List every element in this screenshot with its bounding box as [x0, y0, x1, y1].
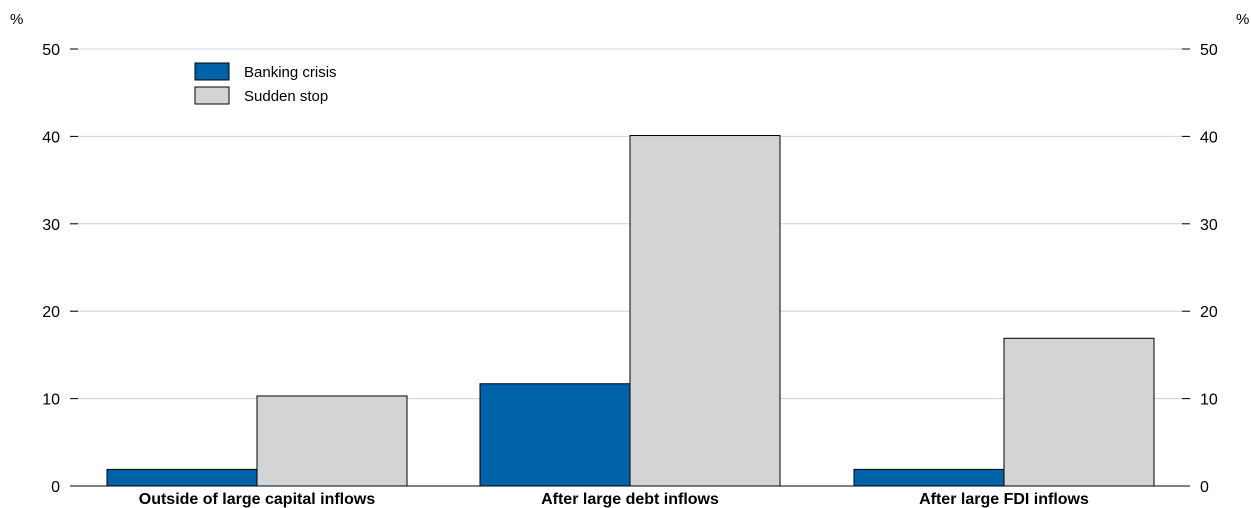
legend-swatch-sudden-stop — [194, 86, 230, 105]
bar-sudden-stop-1 — [629, 135, 781, 487]
y-axis-left: 0 10 20 30 40 50 — [42, 42, 78, 496]
y-tick-label-right: 50 — [1200, 42, 1218, 59]
unit-label-right: % — [1236, 11, 1249, 28]
y-tick-label-left: 40 — [42, 129, 60, 146]
x-category-label: After large debt inflows — [541, 491, 719, 508]
bar-banking-crisis-1 — [479, 383, 631, 487]
bars — [106, 135, 1155, 487]
legend: Banking crisis Sudden stop — [194, 62, 337, 105]
y-tick-label-right: 20 — [1200, 304, 1218, 321]
legend-label-banking-crisis: Banking crisis — [244, 64, 337, 81]
y-tick-label-left: 30 — [42, 217, 60, 234]
y-tick-label-right: 40 — [1200, 129, 1218, 146]
y-tick-label-right: 10 — [1200, 392, 1218, 409]
legend-label-sudden-stop: Sudden stop — [244, 88, 328, 105]
y-tick-label-left: 50 — [42, 42, 60, 59]
bar-banking-crisis-0 — [106, 468, 258, 487]
y-tick-label-left: 20 — [42, 304, 60, 321]
y-axis-right: 0 10 20 30 40 50 — [1182, 42, 1218, 496]
legend-swatch-banking-crisis — [194, 62, 230, 81]
bar-banking-crisis-2 — [853, 468, 1005, 487]
x-category-label: After large FDI inflows — [919, 491, 1089, 508]
x-category-label: Outside of large capital inflows — [139, 491, 376, 508]
y-tick-label-left: 10 — [42, 392, 60, 409]
unit-label-left: % — [10, 11, 23, 28]
y-tick-label-right: 0 — [1200, 479, 1209, 496]
bar-sudden-stop-2 — [1003, 337, 1155, 487]
bar-sudden-stop-0 — [256, 395, 408, 487]
y-tick-label-left: 0 — [51, 479, 60, 496]
x-axis-categories: Outside of large capital inflows After la… — [139, 491, 1089, 508]
y-tick-label-right: 30 — [1200, 217, 1218, 234]
